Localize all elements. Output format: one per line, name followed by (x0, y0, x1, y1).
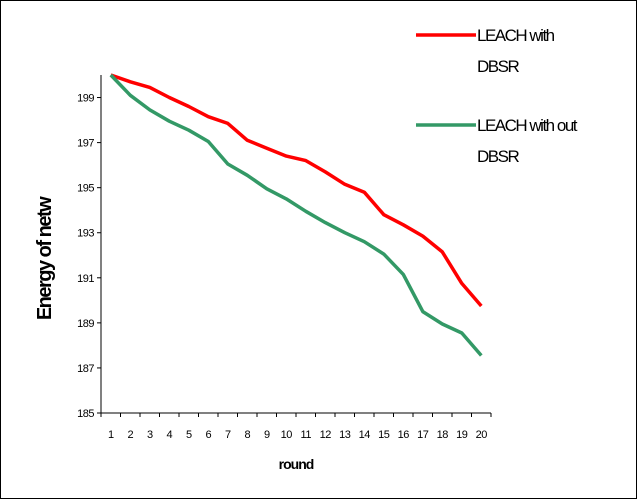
x-tick-label: 14 (359, 429, 371, 441)
y-tick-label: 195 (77, 183, 94, 195)
x-tick-label: 6 (205, 429, 211, 441)
x-tick-label: 10 (281, 429, 293, 441)
x-tick-label: 1 (108, 429, 114, 441)
x-tick-label: 18 (437, 429, 449, 441)
x-tick-label: 11 (301, 429, 312, 441)
x-tick-label: 12 (320, 429, 332, 441)
y-tick-label: 189 (77, 318, 94, 330)
x-tick-label: 19 (456, 429, 468, 441)
x-tick-label: 20 (476, 429, 488, 441)
series-line-leach-without-dbsr (109, 73, 483, 357)
x-tick-label: 5 (186, 429, 192, 441)
legend-label: LEACH with out (477, 116, 578, 135)
y-tick-label: 191 (77, 273, 94, 285)
x-tick-label: 17 (417, 429, 429, 441)
x-tick-label: 16 (398, 429, 410, 441)
x-tick-label: 9 (264, 429, 270, 441)
y-axis-title: Energy of netw (34, 196, 56, 320)
legend-label: DBSR (477, 57, 519, 76)
x-axis-title: round (279, 456, 314, 472)
y-tick-label: 185 (77, 408, 94, 420)
x-tick-label: 7 (225, 429, 231, 441)
x-tick-label: 4 (166, 429, 172, 441)
x-tick-label: 3 (147, 429, 153, 441)
legend-label: LEACH with (477, 26, 555, 45)
x-tick-label: 8 (244, 429, 250, 441)
y-tick-label: 197 (77, 138, 94, 150)
series-line-leach-with-dbsr (110, 73, 483, 308)
x-tick-label: 13 (339, 429, 351, 441)
y-tick-label: 193 (77, 228, 94, 240)
x-tick-label: 2 (127, 429, 133, 441)
y-tick-label: 187 (77, 363, 94, 375)
legend-label: DBSR (477, 147, 519, 166)
y-tick-label: 199 (77, 93, 94, 105)
x-tick-label: 15 (378, 429, 390, 441)
